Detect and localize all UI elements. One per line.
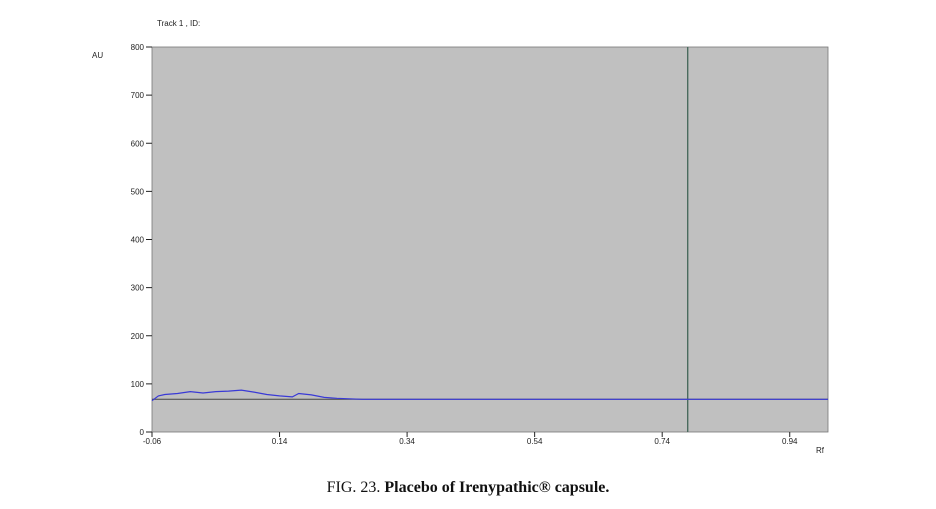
y-tick-label: 800 xyxy=(131,43,145,52)
x-tick-label: 0.34 xyxy=(399,437,415,446)
x-tick-label: 0.54 xyxy=(527,437,543,446)
y-axis-label: AU xyxy=(92,51,103,60)
chart-title: Track 1 , ID: xyxy=(157,19,200,28)
y-tick-label: 200 xyxy=(131,332,145,341)
y-axis: 0 100 200 300 400 500 600 700 800 xyxy=(131,43,152,437)
figure-caption: FIG. 23. Placebo of Irenypathic® capsule… xyxy=(0,479,936,497)
y-tick-label: 500 xyxy=(131,187,145,196)
caption-prefix: FIG. 23. xyxy=(326,479,381,496)
y-tick-label: 100 xyxy=(131,380,145,389)
y-tick-label: 600 xyxy=(131,139,145,148)
x-tick-label: 0.14 xyxy=(272,437,288,446)
y-tick-label: 700 xyxy=(131,91,145,100)
y-tick-label: 300 xyxy=(131,284,145,293)
plot-area xyxy=(151,46,829,433)
x-axis: -0.06 0.14 0.34 0.54 0.74 0.94 xyxy=(143,432,798,446)
y-tick-label: 400 xyxy=(131,236,145,245)
x-tick-label: -0.06 xyxy=(143,437,162,446)
x-axis-label: Rf xyxy=(816,446,825,455)
y-tick-label: 0 xyxy=(140,428,145,437)
caption-title: Placebo of Irenypathic® capsule. xyxy=(384,479,610,496)
x-tick-label: 0.74 xyxy=(654,437,670,446)
series-trace xyxy=(151,389,828,402)
x-tick-label: 0.94 xyxy=(782,437,798,446)
